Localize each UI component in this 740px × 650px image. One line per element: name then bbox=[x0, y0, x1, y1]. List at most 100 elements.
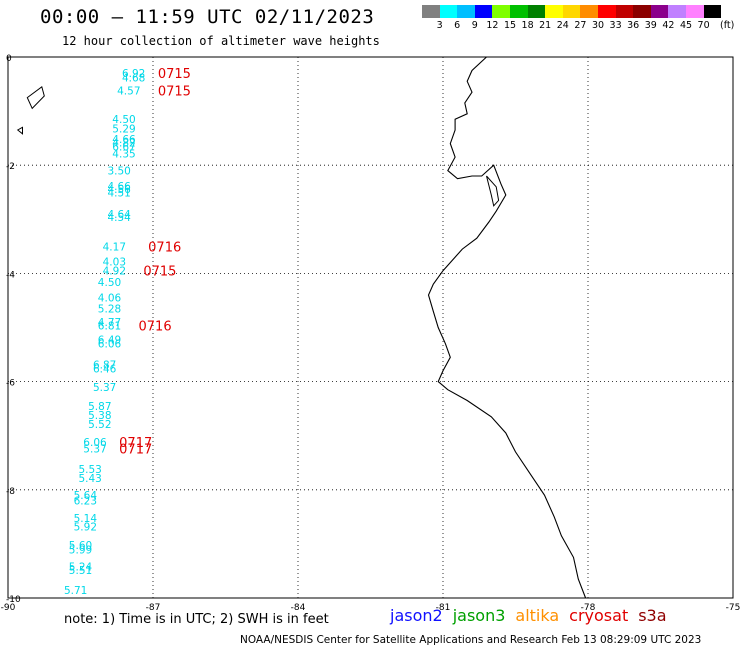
y-tick-label: -10 bbox=[6, 595, 21, 605]
wave-height-label: 5.51 bbox=[69, 565, 92, 577]
color-swatch bbox=[703, 5, 722, 18]
color-swatch bbox=[580, 5, 598, 18]
footnote: note: 1) Time is in UTC; 2) SWH is in fe… bbox=[64, 612, 329, 627]
map-subtitle: 12 hour collection of altimeter wave hei… bbox=[62, 34, 380, 48]
color-legend-label: 6 bbox=[454, 20, 461, 31]
color-swatch bbox=[562, 5, 581, 18]
time-label: 0715 bbox=[158, 67, 191, 82]
wave-height-label: 4.35 bbox=[112, 148, 135, 160]
color-swatch bbox=[439, 5, 458, 18]
wave-height-label: 4.66 bbox=[107, 181, 131, 193]
wave-height-label: 6.06 bbox=[98, 339, 122, 351]
wave-height-label: 6.23 bbox=[74, 496, 97, 508]
credit-line: NOAA/NESDIS Center for Satellite Applica… bbox=[240, 634, 702, 646]
wave-height-label: 6.87 bbox=[93, 359, 116, 371]
island bbox=[16, 126, 23, 135]
color-swatch bbox=[615, 5, 634, 18]
color-legend-label: 21 bbox=[539, 20, 552, 31]
color-legend-labels: (ft) 3 6 9 12 15 18 21 24 27 30 33 36 39 42 45 70 bbox=[422, 20, 740, 34]
wave-height-label: 4.68 bbox=[122, 73, 145, 85]
color-swatch bbox=[457, 5, 475, 18]
wave-height-label: 4.54 bbox=[107, 212, 131, 224]
wave-height-label: 5.99 bbox=[69, 544, 92, 556]
wave-height-label: 5.53 bbox=[78, 464, 101, 476]
color-swatch bbox=[650, 5, 669, 18]
color-legend-label: 3 bbox=[436, 20, 443, 31]
y-tick-label: -2 bbox=[6, 162, 15, 172]
y-tick-label: -4 bbox=[6, 270, 15, 280]
wave-height-label: 4.56 bbox=[107, 184, 131, 196]
x-tick-label: -84 bbox=[291, 603, 306, 613]
color-swatch bbox=[527, 5, 546, 18]
color-swatch bbox=[422, 5, 440, 18]
wave-height-label: 5.28 bbox=[98, 304, 121, 316]
wave-height-label: 5.92 bbox=[74, 522, 97, 534]
color-legend-label: 39 bbox=[644, 20, 657, 31]
color-swatch bbox=[597, 5, 616, 18]
color-swatch bbox=[492, 5, 510, 18]
wave-height-label: 4.50 bbox=[98, 277, 121, 289]
satellite-legend-cryosat: cryosat bbox=[569, 606, 629, 625]
coastline bbox=[427, 56, 587, 599]
wave-height-label: 6.67 bbox=[112, 141, 135, 153]
color-swatch bbox=[668, 5, 686, 18]
wave-height-label: 4.51 bbox=[107, 187, 130, 199]
satellite-legend-jason3: jason3 bbox=[452, 606, 506, 625]
color-legend-label: 45 bbox=[679, 20, 693, 31]
color-legend-unit: (ft) bbox=[720, 20, 735, 31]
wave-height-label: 5.71 bbox=[64, 585, 87, 597]
x-tick-label: -87 bbox=[146, 603, 161, 613]
wave-height-label: 4.64 bbox=[107, 209, 131, 221]
y-tick-label: -6 bbox=[6, 379, 15, 389]
color-legend-label: 42 bbox=[662, 20, 675, 31]
wave-height-label: 4.03 bbox=[103, 256, 126, 268]
wave-height-label: 4.50 bbox=[112, 114, 135, 126]
wave-height-label: 5.37 bbox=[93, 382, 116, 394]
satellite-legend: jason2 jason3 altika cryosat s3a bbox=[390, 606, 677, 625]
color-legend-label: 24 bbox=[556, 20, 569, 31]
wave-height-label: 6.81 bbox=[98, 320, 121, 332]
y-tick-label: 0 bbox=[6, 54, 12, 64]
wave-height-label: 5.37 bbox=[83, 444, 106, 456]
color-legend-label: 12 bbox=[486, 20, 499, 31]
wave-height-label: 5.38 bbox=[88, 410, 111, 422]
time-label: 0716 bbox=[139, 319, 172, 334]
wave-height-label: 5.60 bbox=[69, 540, 92, 552]
satellite-legend-jason2: jason2 bbox=[390, 606, 443, 625]
wave-height-label: 4.06 bbox=[98, 293, 122, 305]
wave-height-label: 6.06 bbox=[83, 437, 107, 449]
wave-height-label: 5.29 bbox=[112, 123, 135, 135]
wave-height-label: 4.17 bbox=[103, 241, 126, 253]
color-legend-label: 30 bbox=[591, 20, 605, 31]
wave-height-label: 4.66 bbox=[112, 134, 136, 146]
wave-height-label: 4.92 bbox=[103, 266, 126, 278]
wave-height-label: 3.50 bbox=[107, 166, 130, 178]
color-swatch bbox=[474, 5, 493, 18]
time-label: 0717 bbox=[119, 443, 152, 458]
wave-height-label: 6.92 bbox=[122, 68, 145, 80]
wave-height-label: 4.77 bbox=[98, 317, 121, 329]
wave-height-label: 5.24 bbox=[69, 562, 93, 574]
color-legend-label: 36 bbox=[627, 20, 640, 31]
map-frame bbox=[7, 56, 734, 599]
wave-height-label: 5.43 bbox=[78, 473, 101, 485]
time-label: 0715 bbox=[158, 85, 191, 100]
x-tick-label: -78 bbox=[581, 603, 596, 613]
color-swatch bbox=[545, 5, 563, 18]
x-tick-label: -90 bbox=[1, 603, 16, 613]
wave-height-label: 5.64 bbox=[74, 490, 98, 502]
satellite-legend-s3a: s3a bbox=[638, 606, 667, 625]
wave-height-label: 6.46 bbox=[93, 364, 117, 376]
color-swatch bbox=[685, 5, 704, 18]
y-tick-label: -8 bbox=[6, 487, 15, 497]
time-label: 0717 bbox=[119, 436, 152, 451]
wave-height-label: 4.82 bbox=[112, 137, 135, 149]
color-legend bbox=[422, 5, 722, 18]
x-tick-label: -81 bbox=[436, 603, 451, 613]
color-legend-label: 18 bbox=[521, 20, 534, 31]
wave-height-label: 5.14 bbox=[74, 513, 98, 525]
color-legend-label: 33 bbox=[609, 20, 622, 31]
color-legend-label: 70 bbox=[697, 20, 710, 31]
wave-height-label: 5.52 bbox=[88, 419, 111, 431]
